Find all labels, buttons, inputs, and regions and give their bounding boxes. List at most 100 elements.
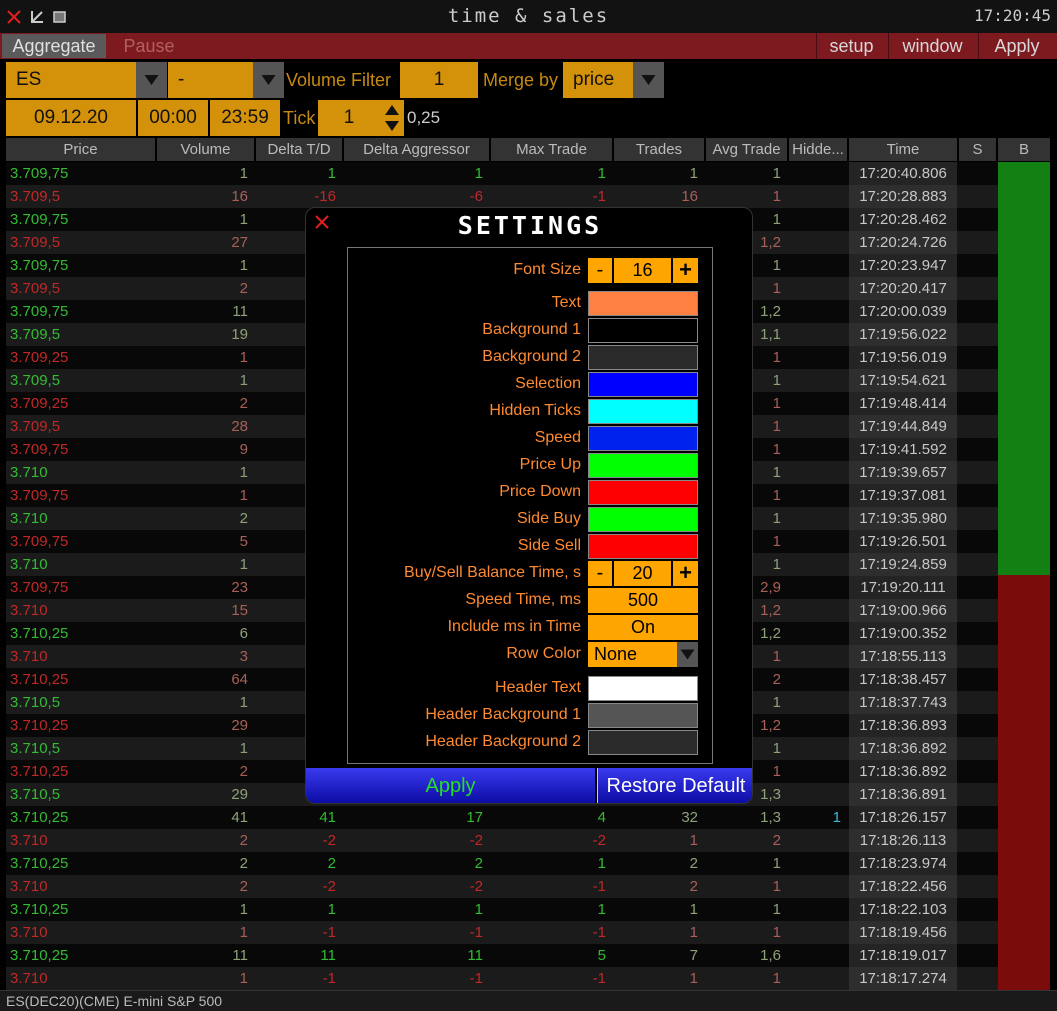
volume-filter[interactable]: 1 <box>400 62 478 98</box>
table-row <box>6 875 998 898</box>
time-cell-bg <box>849 944 957 967</box>
table-row <box>6 967 998 990</box>
table-cell: 1 <box>772 694 781 711</box>
table-cell: 3.709,75 <box>10 303 69 320</box>
color-swatch[interactable] <box>588 372 698 397</box>
table-cell: -16 <box>314 188 336 205</box>
column-header[interactable]: Price <box>6 138 155 161</box>
stepper-minus[interactable]: - <box>588 258 612 283</box>
window-title: time & sales <box>447 5 610 27</box>
color-swatch[interactable] <box>588 534 698 559</box>
apply-button[interactable]: Apply <box>306 768 595 803</box>
table-cell: 1,2 <box>760 602 781 619</box>
toolbar-button[interactable]: Pause <box>123 36 175 56</box>
maximize-icon[interactable] <box>53 11 66 23</box>
column-header[interactable]: Volume <box>157 138 254 161</box>
table-cell: 28 <box>231 418 248 435</box>
time-cell-bg <box>849 967 957 990</box>
table-cell: 3.710 <box>10 970 48 987</box>
dialog-close[interactable] <box>310 210 330 230</box>
time-cell-bg <box>849 162 957 185</box>
table-cell: 1 <box>597 855 606 872</box>
table-cell: 3 <box>239 648 248 665</box>
stepper-plus[interactable]: + <box>673 561 698 586</box>
setting-value[interactable]: 500 <box>588 588 698 613</box>
dropdown-arrow[interactable] <box>136 62 167 98</box>
table-cell: 11 <box>232 947 248 964</box>
table-cell: 2 <box>327 855 336 872</box>
dropdown-arrow[interactable] <box>633 62 664 98</box>
date-field[interactable]: 09.12.20 <box>6 100 136 136</box>
color-swatch[interactable] <box>588 730 698 755</box>
settings-panel <box>347 247 713 764</box>
column-header[interactable]: Trades <box>614 138 704 161</box>
table-cell: -2 <box>322 832 336 849</box>
dropdown-arrow[interactable] <box>253 62 284 98</box>
stepper-minus[interactable]: - <box>588 561 612 586</box>
toolbar-button[interactable]: window <box>888 33 976 59</box>
color-swatch[interactable] <box>588 480 698 505</box>
color-swatch[interactable] <box>588 703 698 728</box>
table-cell: 1,6 <box>760 947 781 964</box>
table-cell: 1 <box>772 648 781 665</box>
tick-spinner[interactable] <box>380 100 404 136</box>
end-time[interactable]: 23:59 <box>210 100 280 136</box>
column-header[interactable]: S <box>959 138 996 161</box>
table-cell: 1 <box>772 188 781 205</box>
color-swatch[interactable] <box>588 399 698 424</box>
time-cell-bg <box>849 852 957 875</box>
table-cell: 3.710,25 <box>10 625 69 642</box>
column-header[interactable]: Delta T/D <box>256 138 342 161</box>
stepper-value[interactable]: 20 <box>614 561 671 586</box>
table-cell: 1,2 <box>760 717 781 734</box>
column-header[interactable]: Delta Aggressor <box>344 138 489 161</box>
table-cell: 17:19:39.657 <box>859 464 947 481</box>
table-cell: 17:20:24.726 <box>859 234 947 251</box>
table-cell: 2 <box>772 671 781 688</box>
column-header[interactable]: Time <box>849 138 957 161</box>
start-time[interactable]: 00:00 <box>138 100 208 136</box>
time-cell-bg <box>849 507 957 530</box>
color-swatch[interactable] <box>588 453 698 478</box>
toolbar-button[interactable]: Apply <box>978 33 1055 59</box>
arrow-icon <box>641 75 656 85</box>
merge-by-select[interactable]: price <box>563 62 633 98</box>
setting-value[interactable]: On <box>588 615 698 640</box>
stepper-plus[interactable]: + <box>673 258 698 283</box>
column-header[interactable]: Max Trade <box>491 138 612 161</box>
balance-buy <box>998 162 1050 575</box>
column-header[interactable]: Avg Trade <box>706 138 787 161</box>
color-swatch[interactable] <box>588 676 698 701</box>
table-cell: 16 <box>231 188 248 205</box>
table-cell: 3.710,25 <box>10 717 69 734</box>
table-cell: 1 <box>772 441 781 458</box>
dialog-title: SETTINGS <box>457 211 603 240</box>
symbol-select[interactable]: ES <box>6 62 136 98</box>
clock: 17:20:45 <box>973 6 1051 25</box>
stepper-value[interactable]: 16 <box>614 258 671 283</box>
column-header[interactable]: Hidde... <box>789 138 847 161</box>
table-cell: -1 <box>322 924 336 941</box>
minimize-icon[interactable] <box>31 11 43 23</box>
setting-dropdown[interactable]: None <box>588 642 677 667</box>
color-swatch[interactable] <box>588 291 698 316</box>
color-swatch[interactable] <box>588 507 698 532</box>
table-row <box>6 806 998 829</box>
account-select[interactable]: - <box>168 62 253 98</box>
column-header[interactable]: B <box>998 138 1050 161</box>
tick-field[interactable]: 1 <box>318 100 380 136</box>
color-swatch[interactable] <box>588 426 698 451</box>
restore-default-button[interactable]: Restore Default <box>597 768 752 803</box>
status-bar: ES(DEC20)(CME) E-mini S&P 500 <box>0 990 1057 1011</box>
table-cell: 1 <box>597 901 606 918</box>
table-cell: -1 <box>592 970 606 987</box>
table-cell: 2 <box>239 832 248 849</box>
toolbar-button[interactable]: Aggregate <box>2 34 106 58</box>
toolbar-button[interactable]: setup <box>816 33 886 59</box>
close-icon[interactable] <box>7 10 21 24</box>
settings-dialog: SETTINGS Font Size -16 + Text Background 1 Bac… <box>305 207 753 804</box>
color-swatch[interactable] <box>588 318 698 343</box>
color-swatch[interactable] <box>588 345 698 370</box>
dropdown-arrow[interactable] <box>677 642 698 667</box>
table-cell: 1 <box>772 165 781 182</box>
